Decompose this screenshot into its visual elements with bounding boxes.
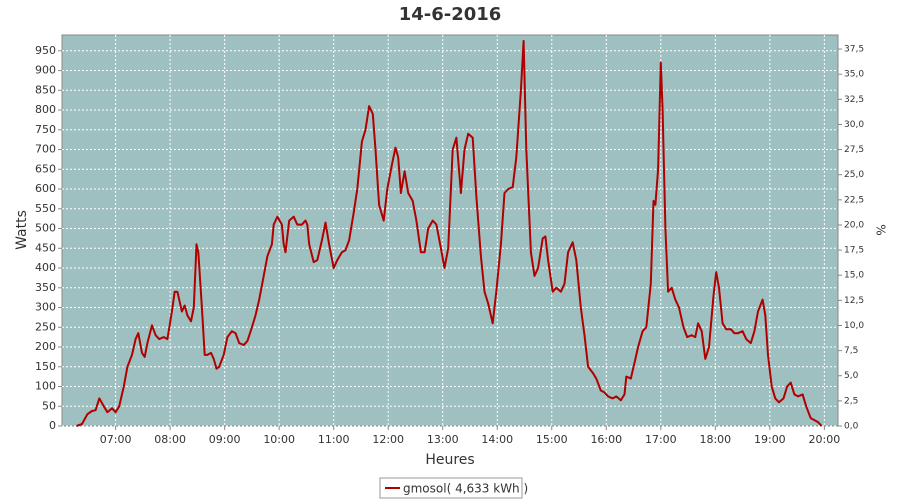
y-tick-label: 150	[35, 360, 56, 373]
y2-tick-label: 20,0	[844, 220, 864, 230]
y2-tick-label: 25,0	[844, 170, 864, 180]
y-tick-label: 350	[35, 281, 56, 294]
x-tick-label: 15:00	[536, 433, 568, 446]
y2-tick-label: 0,0	[844, 422, 859, 432]
x-tick-label: 09:00	[209, 433, 241, 446]
y2-tick-label: 15,0	[844, 271, 864, 281]
y-tick-label: 250	[35, 320, 56, 333]
x-tick-label: 17:00	[645, 433, 677, 446]
x-tick-label: 12:00	[372, 433, 404, 446]
y2-tick-label: 30,0	[844, 120, 864, 130]
y-tick-label: 900	[35, 64, 56, 77]
y-tick-label: 50	[42, 399, 56, 412]
x-tick-label: 14:00	[481, 433, 513, 446]
y-tick-label: 400	[35, 261, 56, 274]
y2-tick-label: 7,5	[844, 346, 858, 356]
x-tick-label: 11:00	[318, 433, 350, 446]
x-tick-label: 08:00	[154, 433, 186, 446]
y2-tick-label: 37,5	[844, 45, 864, 55]
y-tick-label: 750	[35, 123, 56, 136]
y-tick-label: 700	[35, 143, 56, 156]
y-tick-label: 500	[35, 222, 56, 235]
x-tick-label: 10:00	[263, 433, 295, 446]
y-tick-label: 550	[35, 202, 56, 215]
y2-tick-label: 2,5	[844, 396, 858, 406]
y-tick-label: 600	[35, 182, 56, 195]
y2-tick-label: 17,5	[844, 246, 864, 256]
y-tick-label: 300	[35, 301, 56, 314]
x-tick-label: 19:00	[754, 433, 786, 446]
y2-tick-label: 5,0	[844, 371, 859, 381]
y2-tick-label: 12,5	[844, 296, 864, 306]
x-tick-label: 18:00	[699, 433, 731, 446]
chart-title: 14-6-2016	[399, 4, 502, 25]
y-tick-label: 0	[49, 419, 56, 432]
legend-box	[379, 477, 523, 499]
x-tick-label: 13:00	[427, 433, 459, 446]
y-tick-label: 950	[35, 44, 56, 57]
legend-label: gmosol( 4,633 kWh )	[403, 482, 528, 496]
y2-axis-label: %	[874, 224, 888, 235]
y-tick-label: 850	[35, 83, 56, 96]
x-tick-label: 20:00	[809, 433, 841, 446]
y2-tick-label: 27,5	[844, 145, 864, 155]
y-tick-label: 200	[35, 340, 56, 353]
y-tick-label: 650	[35, 162, 56, 175]
y-tick-label: 800	[35, 103, 56, 116]
y-axis-label: Watts	[14, 210, 30, 250]
x-tick-label: 07:00	[100, 433, 132, 446]
y2-tick-label: 35,0	[844, 70, 864, 80]
y2-tick-label: 32,5	[844, 95, 864, 105]
y2-tick-label: 10,0	[844, 321, 864, 331]
x-axis-label: Heures	[425, 452, 474, 468]
y-tick-label: 100	[35, 380, 56, 393]
y-tick-label: 450	[35, 241, 56, 254]
x-tick-label: 16:00	[590, 433, 622, 446]
data-line	[76, 39, 823, 427]
y2-tick-label: 22,5	[844, 195, 864, 205]
